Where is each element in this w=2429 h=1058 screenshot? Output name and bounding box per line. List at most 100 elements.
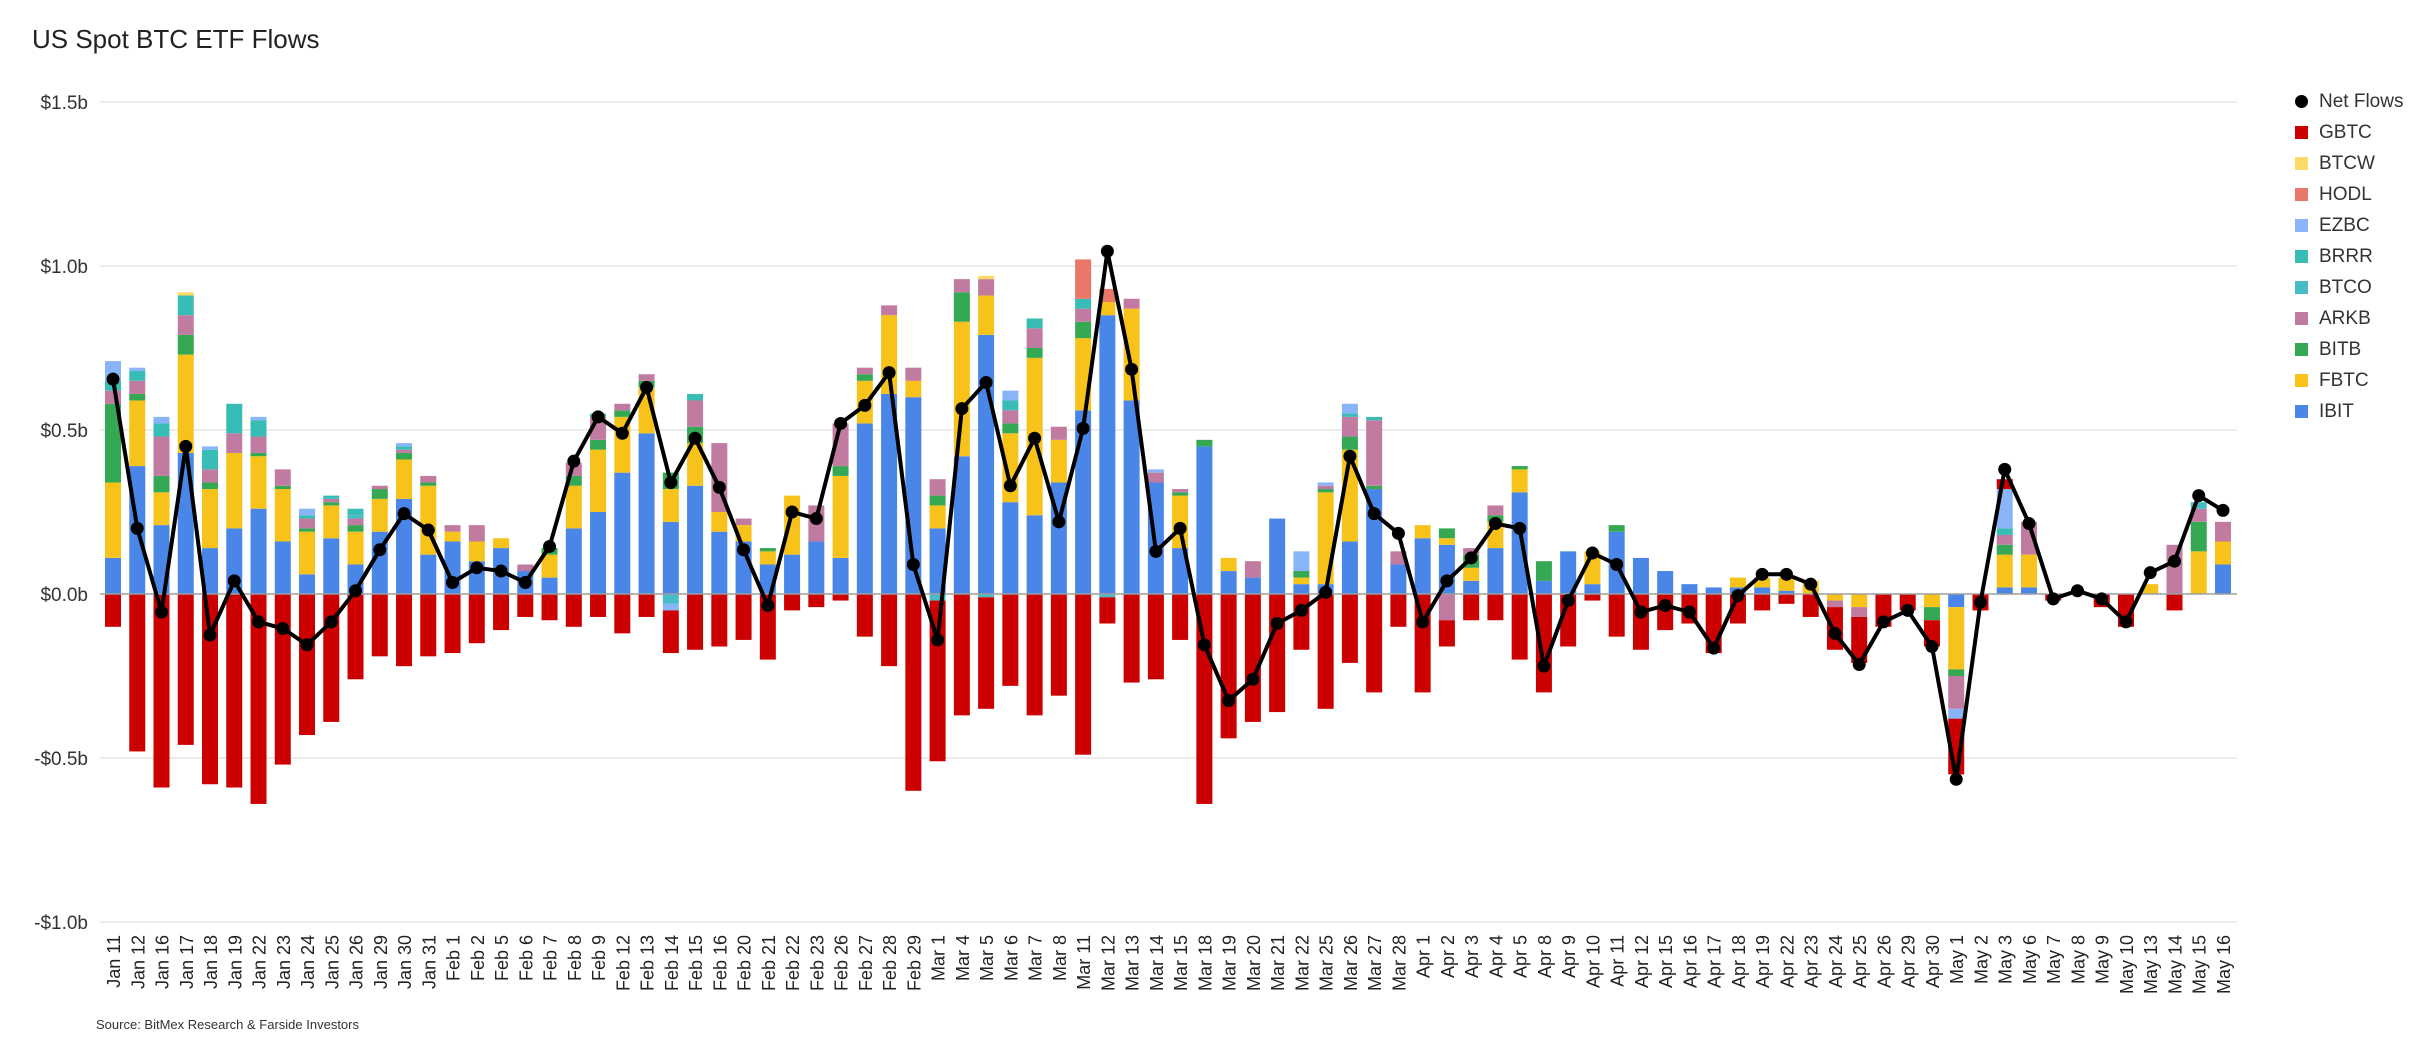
net-flows-point-apr-5 [1513, 521, 1527, 535]
legend-item-net-flows[interactable]: Net Flows [2295, 86, 2403, 117]
net-flows-line [106, 244, 2230, 786]
net-flows-point-may-13 [2143, 566, 2157, 580]
bar-bitb-jan-24 [299, 528, 316, 532]
net-flows-point-apr-11 [1610, 557, 1624, 571]
net-flows-point-apr-23 [1804, 577, 1818, 591]
bar-arkb-may-14 [2166, 544, 2183, 594]
bar-gbtc-apr-4 [1487, 594, 1504, 621]
x-tick-label: May 9 [2093, 935, 2113, 984]
bar-arkb-jan-16 [153, 436, 170, 476]
bar-ibit-feb-15 [687, 485, 704, 594]
net-flows-point-jan-29 [373, 543, 387, 557]
bar-ibit-apr-9 [1560, 551, 1577, 594]
bar-brrr-jan-18 [202, 449, 219, 470]
legend-item-gbtc[interactable]: GBTC [2295, 117, 2403, 148]
bar-ibit-mar-13 [1123, 400, 1140, 594]
x-tick-label: Jan 19 [225, 935, 245, 989]
bar-fbtc-apr-24 [1826, 594, 1843, 601]
bar-arkb-apr-3 [1463, 548, 1480, 555]
bar-ibit-apr-10 [1584, 584, 1601, 594]
bar-gbtc-apr-19 [1754, 594, 1771, 611]
net-flows-point-mar-27 [1367, 507, 1381, 521]
bar-fbtc-may-3 [1996, 554, 2013, 588]
bar-btco-mar-12 [1099, 594, 1116, 598]
bar-ibit-feb-7 [541, 577, 558, 594]
bar-ibit-mar-20 [1244, 577, 1261, 594]
legend-item-ezbc[interactable]: EZBC [2295, 210, 2403, 241]
x-tick-label: Mar 8 [1050, 935, 1070, 981]
x-tick-label: Feb 21 [759, 935, 779, 991]
bar-bitb-mar-1 [929, 495, 946, 506]
bar-ibit-jan-31 [420, 554, 437, 594]
bar-gbtc-jan-26 [347, 594, 364, 680]
bar-gbtc-jan-17 [177, 594, 194, 745]
bar-arkb-jan-29 [371, 485, 388, 490]
bar-ibit-mar-6 [1002, 502, 1019, 594]
bar-fbtc-mar-19 [1220, 557, 1237, 572]
bar-ibit-feb-22 [784, 554, 801, 594]
legend-item-hodl[interactable]: HODL [2295, 179, 2403, 210]
bar-fbtc-mar-22 [1293, 577, 1310, 585]
bar-fbtc-may-13 [2142, 584, 2159, 594]
legend-swatch [2295, 312, 2308, 325]
legend-label: Net Flows [2319, 90, 2404, 112]
bar-fbtc-feb-16 [711, 512, 728, 532]
x-tick-label: Mar 21 [1268, 935, 1288, 991]
bar-ibit-apr-16 [1681, 584, 1698, 594]
x-tick-label: Mar 22 [1292, 935, 1312, 991]
net-flows-point-jan-31 [421, 523, 435, 537]
bar-bitb-may-1 [1948, 669, 1965, 676]
bar-brrr-mar-7 [1026, 318, 1043, 329]
net-flows-point-feb-6 [518, 576, 532, 590]
bar-arkb-jan-19 [226, 433, 243, 453]
net-flows-point-mar-22 [1294, 603, 1308, 617]
bar-bitb-apr-8 [1535, 561, 1552, 581]
legend-label: FBTC [2319, 369, 2369, 391]
bar-brrr-jan-25 [323, 495, 340, 499]
legend-item-btco[interactable]: BTCO [2295, 272, 2403, 303]
bar-ezbc-jan-30 [396, 443, 413, 447]
legend-item-btcw[interactable]: BTCW [2295, 148, 2403, 179]
net-flows-point-jan-26 [349, 584, 363, 598]
x-tick-label: Apr 29 [1899, 935, 1919, 988]
x-tick-label: Apr 26 [1874, 935, 1894, 988]
legend-item-arkb[interactable]: ARKB [2295, 303, 2403, 334]
legend-item-brrr[interactable]: BRRR [2295, 241, 2403, 272]
legend-item-fbtc[interactable]: FBTC [2295, 365, 2403, 396]
x-tick-label: Apr 11 [1608, 935, 1628, 987]
bar-gbtc-mar-5 [978, 597, 995, 709]
bar-gbtc-mar-27 [1366, 594, 1383, 693]
legend-item-ibit[interactable]: IBIT [2295, 396, 2403, 427]
x-tick-label: Feb 23 [807, 935, 827, 991]
bar-arkb-mar-1 [929, 479, 946, 496]
net-flows-point-mar-26 [1343, 449, 1357, 463]
bar-ibit-feb-16 [711, 531, 728, 594]
bar-gbtc-apr-22 [1778, 594, 1795, 604]
net-flows-point-mar-19 [1222, 694, 1236, 708]
bar-gbtc-jan-12 [129, 594, 146, 752]
bar-ibit-mar-22 [1293, 584, 1310, 594]
y-tick-label: $0.5b [40, 421, 88, 442]
bar-bitb-jan-26 [347, 525, 364, 532]
bar-bitb-mar-26 [1341, 436, 1358, 450]
bar-arkb-mar-13 [1123, 298, 1140, 309]
x-tick-label: Apr 30 [1923, 935, 1943, 988]
bar-bitb-jan-16 [153, 475, 170, 493]
bar-bitb-feb-27 [856, 374, 873, 381]
legend-swatch [2295, 281, 2308, 294]
bar-arkb-jan-25 [323, 498, 340, 503]
legend-label: GBTC [2319, 121, 2372, 143]
net-flows-point-mar-5 [979, 375, 993, 389]
bar-bitb-jan-30 [396, 452, 413, 460]
legend-item-bitb[interactable]: BITB [2295, 334, 2403, 365]
net-flows-point-may-16 [2216, 503, 2230, 517]
net-flows-point-feb-23 [809, 512, 823, 526]
net-flows-point-mar-1 [931, 633, 945, 647]
bar-fbtc-jan-11 [105, 482, 121, 558]
x-tick-label: May 15 [2190, 935, 2210, 994]
x-tick-label: May 7 [2044, 935, 2064, 984]
legend-label: IBIT [2319, 400, 2354, 422]
bar-arkb-mar-20 [1244, 561, 1261, 578]
x-tick-label: Apr 19 [1753, 935, 1773, 988]
bar-gbtc-feb-2 [468, 594, 485, 644]
